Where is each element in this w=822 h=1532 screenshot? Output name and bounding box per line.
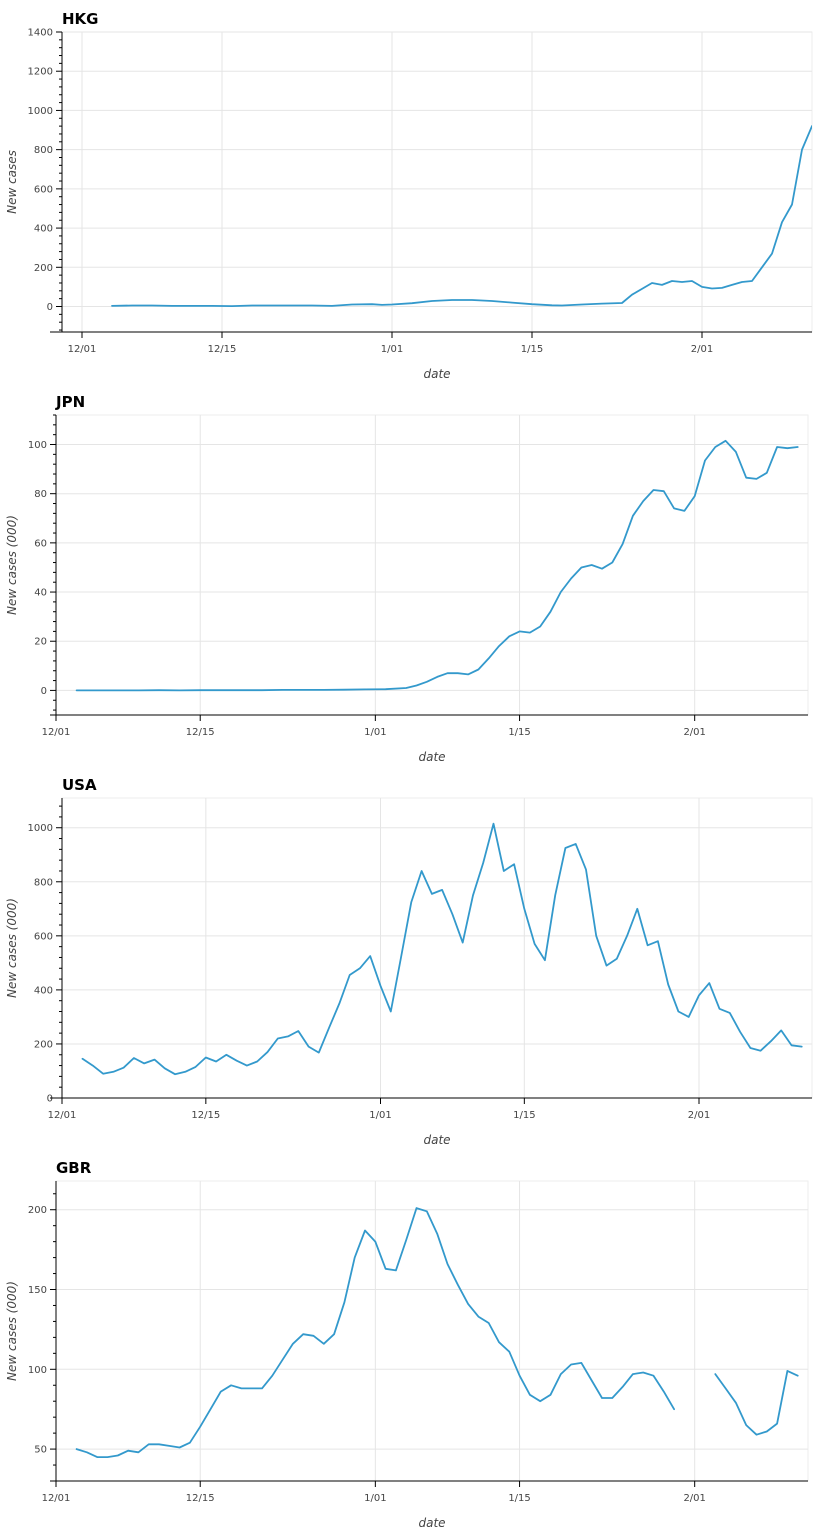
x-axis-label: date: [423, 1133, 450, 1147]
y-tick-label: 60: [34, 538, 47, 549]
x-tick-label: 1/15: [521, 344, 543, 355]
chart-panel-gbr: GBR 50 100 150 200 12/01 12/15 1/01 1/15 2/01 date…: [5, 1159, 809, 1530]
x-axis-label: date: [418, 750, 445, 764]
x-tick-label: 12/15: [191, 1110, 220, 1121]
y-tick-label: 1000: [28, 823, 53, 834]
y-tick-label: 1200: [28, 67, 53, 78]
x-tick-label: 12/01: [42, 727, 71, 738]
plot-area: [55, 1180, 809, 1482]
chart-panel-usa: USA 0 200 400 600 800 1000 12/01 12/15 1/01 1/15 2/…: [5, 776, 813, 1147]
x-tick-label: 12/01: [48, 1110, 77, 1121]
y-tick-label: 0: [41, 686, 47, 697]
y-tick-label: 20: [34, 637, 47, 648]
y-tick-label: 80: [34, 489, 47, 500]
chart-title: USA: [62, 776, 97, 794]
chart-title: GBR: [56, 1159, 92, 1177]
y-tick-label: 800: [34, 877, 53, 888]
chart-title: HKG: [62, 10, 99, 28]
y-tick-label: 0: [47, 1094, 53, 1105]
y-tick-label: 600: [34, 931, 53, 942]
y-tick-label: 400: [34, 985, 53, 996]
x-tick-label: 1/01: [369, 1110, 391, 1121]
x-axis-label: date: [418, 1516, 445, 1530]
series-line: [111, 125, 812, 307]
y-tick-label: 40: [34, 588, 47, 599]
chart-title: JPN: [55, 393, 85, 411]
x-tick-label: 2/01: [691, 344, 713, 355]
y-tick-label: 150: [28, 1285, 47, 1296]
y-tick-label: 200: [28, 1205, 47, 1216]
plot-area: [55, 414, 809, 716]
y-tick-label: 100: [28, 440, 47, 451]
x-tick-label: 1/15: [513, 1110, 535, 1121]
plot-area: [61, 31, 813, 333]
series-line: [75, 1207, 799, 1458]
y-axis-label: New cases (000): [5, 515, 19, 615]
y-axis-label: New cases: [5, 150, 19, 214]
chart-panel-hkg: HKG 0 200 400 600 800 1000 1200 1400 12/01 12/15 1/…: [5, 10, 813, 381]
x-axis-label: date: [423, 367, 450, 381]
plot-area: [61, 797, 813, 1099]
x-tick-label: 1/15: [508, 727, 530, 738]
y-tick-label: 100: [28, 1365, 47, 1376]
series-line: [81, 822, 803, 1076]
x-tick-label: 12/15: [208, 344, 237, 355]
x-tick-label: 2/01: [688, 1110, 710, 1121]
y-tick-label: 800: [34, 145, 53, 156]
chart-panel-jpn: JPN 0 20 40 60 80 100 12/01 12/15 1/01 1/15 2/01 dat…: [5, 393, 809, 764]
y-tick-label: 400: [34, 224, 53, 235]
x-tick-label: 1/01: [364, 727, 386, 738]
y-tick-label: 1400: [28, 28, 53, 39]
x-tick-label: 1/15: [508, 1493, 530, 1504]
x-tick-label: 12/01: [42, 1493, 71, 1504]
y-tick-label: 1000: [28, 106, 53, 117]
x-tick-label: 12/01: [68, 344, 97, 355]
series-line: [75, 439, 799, 692]
y-tick-label: 200: [34, 1039, 53, 1050]
y-axis-label: New cases (000): [5, 1281, 19, 1381]
x-tick-label: 12/15: [186, 727, 215, 738]
y-axis-label: New cases (000): [5, 898, 19, 998]
x-tick-label: 1/01: [364, 1493, 386, 1504]
x-tick-label: 1/01: [381, 344, 403, 355]
x-tick-label: 2/01: [683, 727, 705, 738]
x-tick-label: 2/01: [683, 1493, 705, 1504]
y-tick-label: 200: [34, 263, 53, 274]
y-tick-label: 600: [34, 184, 53, 195]
x-tick-label: 12/15: [186, 1493, 215, 1504]
y-tick-label: 50: [34, 1445, 47, 1456]
y-tick-label: 0: [47, 302, 53, 313]
